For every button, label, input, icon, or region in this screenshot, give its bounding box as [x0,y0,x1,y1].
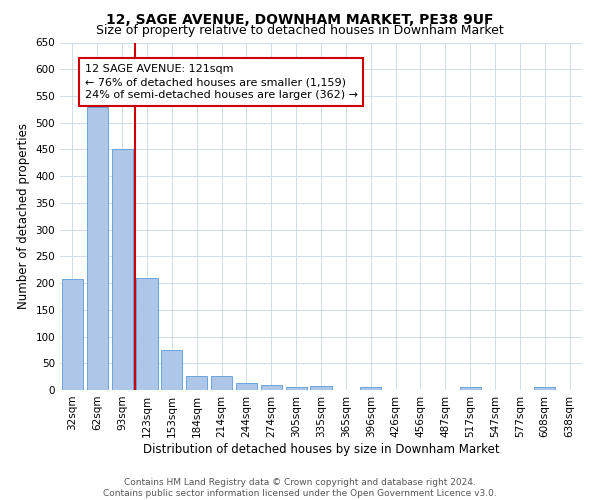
Y-axis label: Number of detached properties: Number of detached properties [17,123,30,309]
Bar [136,278,158,390]
Bar [211,376,232,390]
Bar [186,376,207,390]
Bar [286,388,307,390]
Text: 12, SAGE AVENUE, DOWNHAM MARKET, PE38 9UF: 12, SAGE AVENUE, DOWNHAM MARKET, PE38 9U… [106,12,494,26]
Bar [236,383,257,390]
Bar [261,384,282,390]
Bar [87,106,108,390]
X-axis label: Distribution of detached houses by size in Downham Market: Distribution of detached houses by size … [143,442,499,456]
Text: Contains HM Land Registry data © Crown copyright and database right 2024.
Contai: Contains HM Land Registry data © Crown c… [103,478,497,498]
Bar [360,388,381,390]
Bar [62,280,83,390]
Bar [310,386,332,390]
Bar [534,388,555,390]
Bar [161,350,182,390]
Text: Size of property relative to detached houses in Downham Market: Size of property relative to detached ho… [96,24,504,37]
Text: 12 SAGE AVENUE: 121sqm
← 76% of detached houses are smaller (1,159)
24% of semi-: 12 SAGE AVENUE: 121sqm ← 76% of detached… [85,64,358,100]
Bar [112,150,133,390]
Bar [460,388,481,390]
